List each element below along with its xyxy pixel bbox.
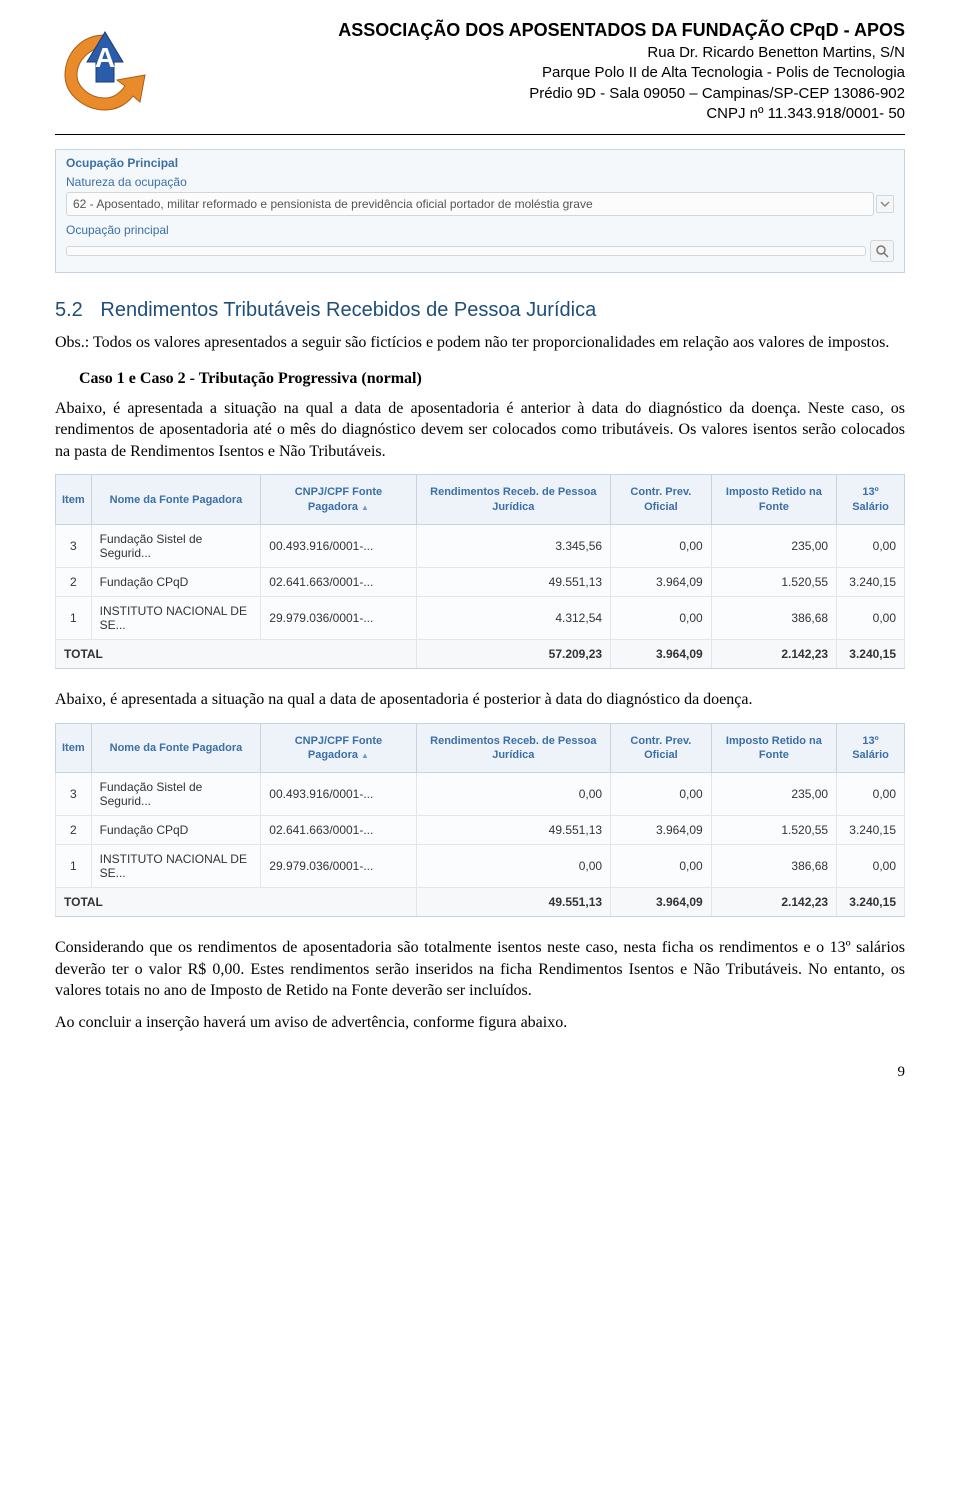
sort-asc-icon: ▲ [361, 751, 369, 760]
table-row[interactable]: 3 Fundação Sistel de Segurid... 00.493.9… [56, 524, 905, 567]
search-icon [875, 244, 889, 258]
table-row[interactable]: 1 INSTITUTO NACIONAL DE SE... 29.979.036… [56, 596, 905, 639]
table-row[interactable]: 1 INSTITUTO NACIONAL DE SE... 29.979.036… [56, 845, 905, 888]
ocupacao-input[interactable] [66, 246, 866, 256]
table-total-row: TOTAL 57.209,23 3.964,09 2.142,23 3.240,… [56, 639, 905, 668]
table-row[interactable]: 2 Fundação CPqD 02.641.663/0001-... 49.5… [56, 816, 905, 845]
col-rend[interactable]: Rendimentos Receb. de Pessoa Jurídica [416, 475, 610, 525]
section-number: 5.2 [55, 299, 83, 321]
addr-line2: Parque Polo II de Alta Tecnologia - Poli… [170, 63, 905, 83]
addr-line3: Prédio 9D - Sala 09050 – Campinas/SP-CEP… [170, 84, 905, 104]
col-contr[interactable]: Contr. Prev. Oficial [611, 723, 712, 773]
rendimentos-table-1: Item Nome da Fonte Pagadora CNPJ/CPF Fon… [55, 474, 905, 669]
col-sal[interactable]: 13º Salário [837, 723, 905, 773]
section-title: Rendimentos Tributáveis Recebidos de Pes… [100, 299, 596, 321]
header-text: ASSOCIAÇÃO DOS APOSENTADOS DA FUNDAÇÃO C… [170, 20, 905, 124]
panel-legend: Ocupação Principal [56, 150, 904, 172]
addr-line1: Rua Dr. Ricardo Benetton Martins, S/N [170, 43, 905, 63]
para1: Abaixo, é apresentada a situação na qual… [55, 398, 905, 463]
para4: Ao concluir a inserção haverá um aviso d… [55, 1012, 905, 1034]
ocupacao-label: Ocupação principal [56, 220, 904, 238]
logo: A [55, 20, 155, 120]
col-imp[interactable]: Imposto Retido na Fonte [711, 723, 836, 773]
natureza-dropdown[interactable]: 62 - Aposentado, militar reformado e pen… [66, 192, 874, 216]
svg-text:A: A [95, 42, 115, 73]
header-divider [55, 134, 905, 135]
obs-text: Obs.: Todos os valores apresentados a se… [55, 332, 905, 354]
org-title: ASSOCIAÇÃO DOS APOSENTADOS DA FUNDAÇÃO C… [170, 20, 905, 41]
page-number: 9 [55, 1064, 905, 1081]
col-imp[interactable]: Imposto Retido na Fonte [711, 475, 836, 525]
table-row[interactable]: 3 Fundação Sistel de Segurid... 00.493.9… [56, 773, 905, 816]
cnpj-line: CNPJ nº 11.343.918/0001- 50 [170, 104, 905, 124]
sort-asc-icon: ▲ [361, 503, 369, 512]
para3: Considerando que os rendimentos de apose… [55, 937, 905, 1002]
table-row[interactable]: 2 Fundação CPqD 02.641.663/0001-... 49.5… [56, 567, 905, 596]
case-title: Caso 1 e Caso 2 - Tributação Progressiva… [79, 370, 905, 388]
col-item[interactable]: Item [56, 723, 92, 773]
col-contr[interactable]: Contr. Prev. Oficial [611, 475, 712, 525]
search-button[interactable] [870, 240, 894, 262]
natureza-label: Natureza da ocupação [56, 172, 904, 190]
col-sal[interactable]: 13º Salário [837, 475, 905, 525]
chevron-down-icon[interactable] [876, 195, 894, 213]
para2: Abaixo, é apresentada a situação na qual… [55, 689, 905, 711]
col-item[interactable]: Item [56, 475, 92, 525]
document-header: A ASSOCIAÇÃO DOS APOSENTADOS DA FUNDAÇÃO… [55, 20, 905, 124]
table-total-row: TOTAL 49.551,13 3.964,09 2.142,23 3.240,… [56, 888, 905, 917]
col-cnpj[interactable]: CNPJ/CPF Fonte Pagadora▲ [261, 723, 416, 773]
rendimentos-table-2: Item Nome da Fonte Pagadora CNPJ/CPF Fon… [55, 723, 905, 918]
col-nome[interactable]: Nome da Fonte Pagadora [91, 723, 261, 773]
ocupacao-panel: Ocupação Principal Natureza da ocupação … [55, 149, 905, 273]
section-heading: 5.2 Rendimentos Tributáveis Recebidos de… [55, 299, 905, 322]
col-cnpj[interactable]: CNPJ/CPF Fonte Pagadora▲ [261, 475, 416, 525]
col-nome[interactable]: Nome da Fonte Pagadora [91, 475, 261, 525]
col-rend[interactable]: Rendimentos Receb. de Pessoa Jurídica [416, 723, 610, 773]
